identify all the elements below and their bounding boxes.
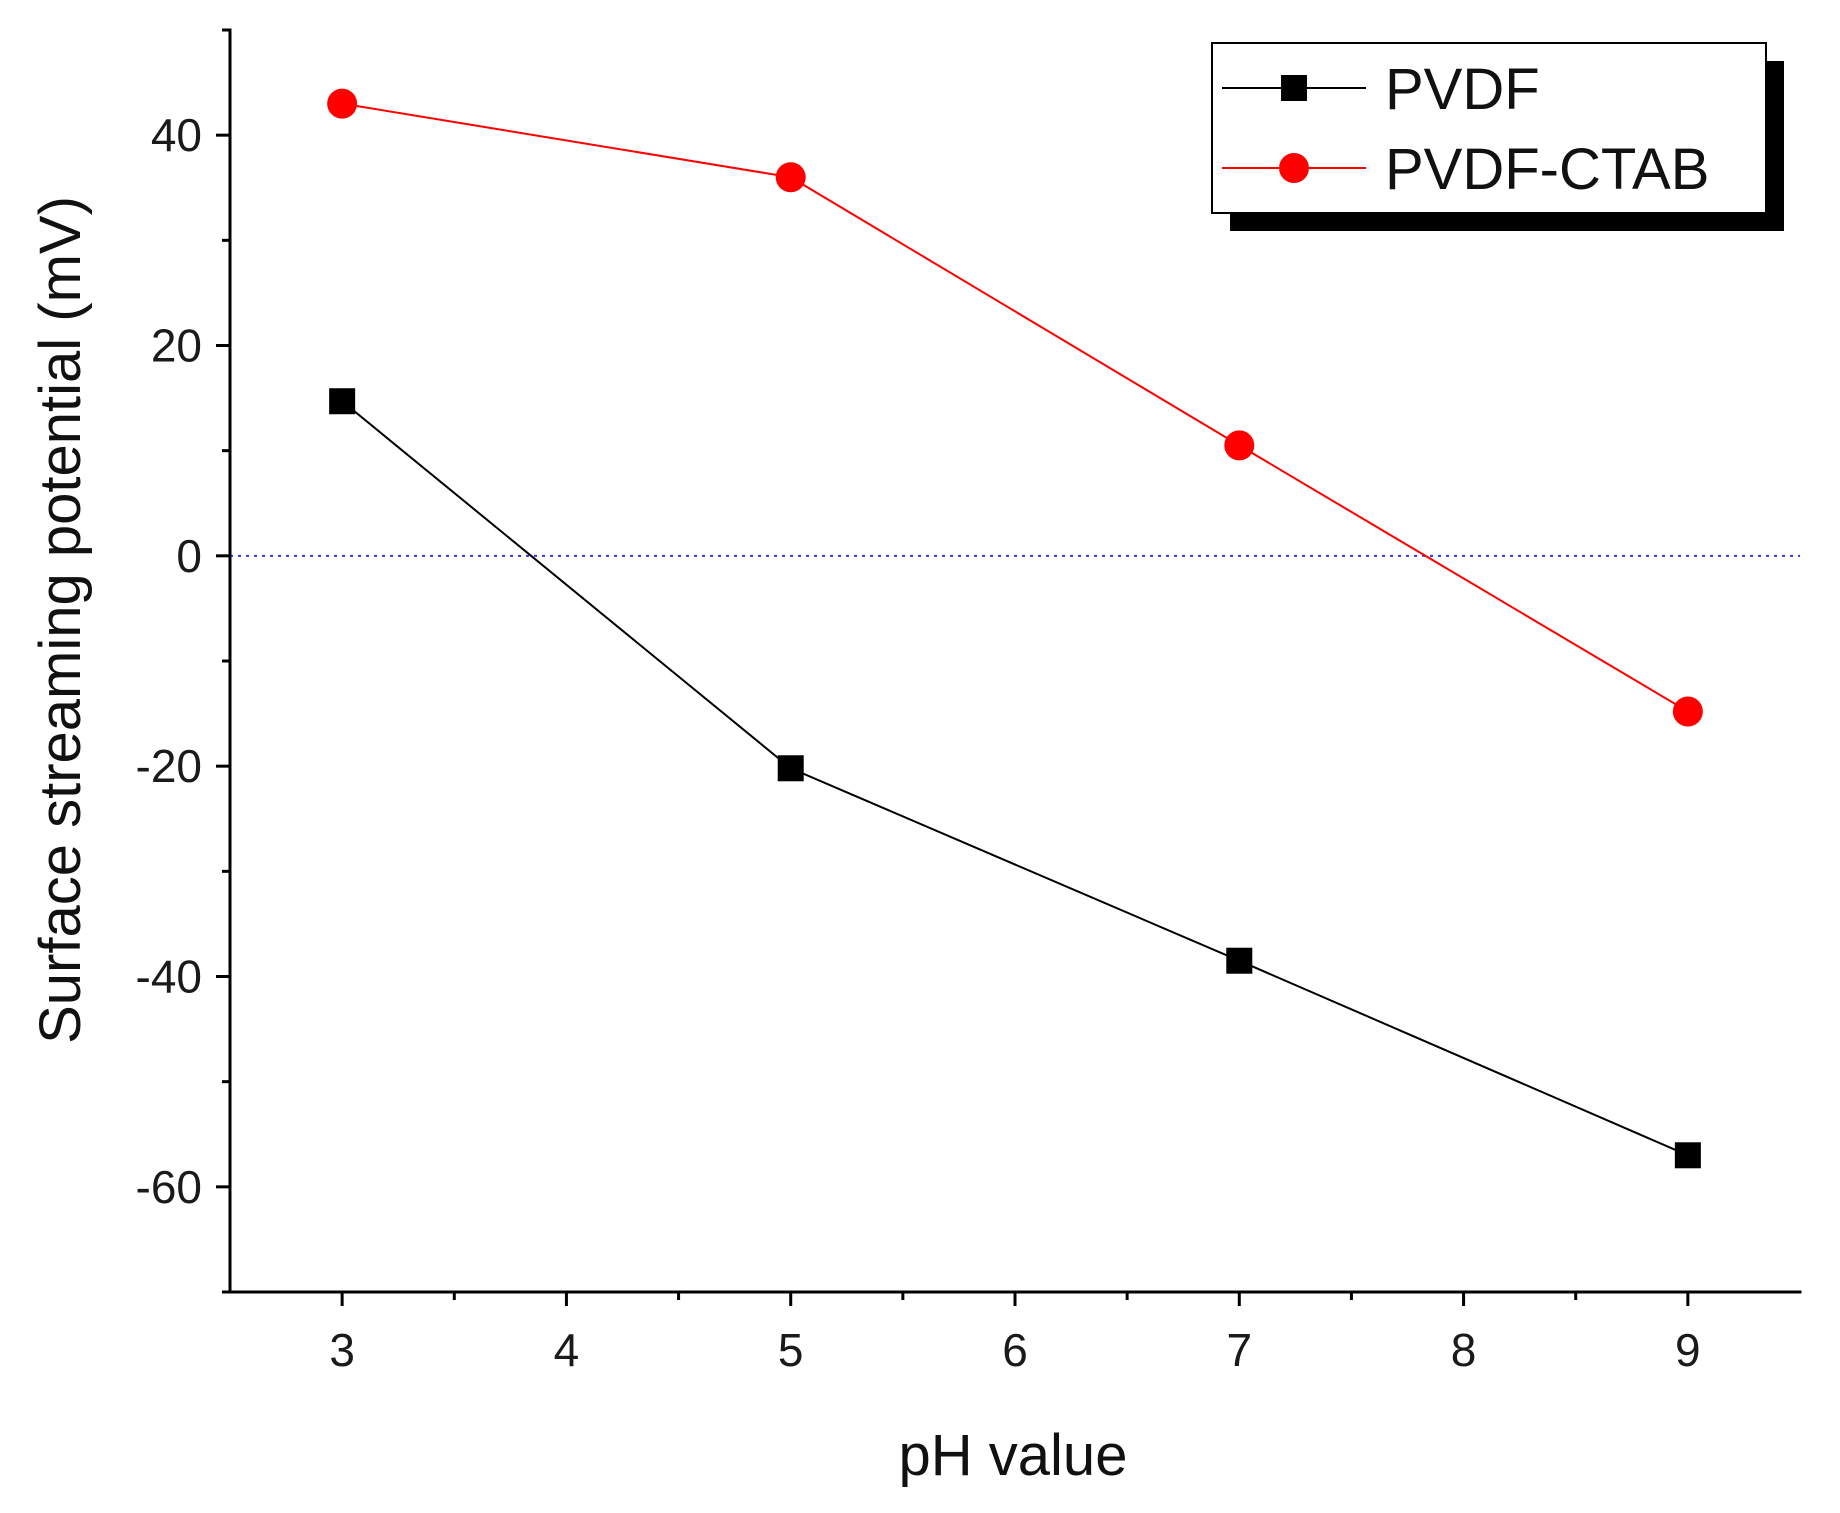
x-tick-label: 6 xyxy=(1002,1324,1028,1376)
point-pvdf-ctab xyxy=(327,88,358,119)
y-tick-label: 20 xyxy=(151,320,202,372)
point-pvdf xyxy=(777,755,804,782)
point-pvdf xyxy=(329,388,356,415)
point-pvdf-ctab xyxy=(1672,696,1703,727)
y-tick-label: -40 xyxy=(136,951,202,1003)
legend-box xyxy=(1211,42,1767,214)
legend-label-pvdf: PVDF xyxy=(1385,57,1540,122)
x-tick-label: 3 xyxy=(329,1324,355,1376)
legend: PVDF PVDF-CTAB xyxy=(1211,42,1784,231)
point-pvdf xyxy=(1674,1142,1701,1169)
y-tick-label: -20 xyxy=(136,740,202,792)
x-axis-title: pH value xyxy=(899,1423,1128,1488)
x-tick-label: 9 xyxy=(1675,1324,1701,1376)
point-pvdf-ctab xyxy=(775,162,806,193)
y-tick-label: 0 xyxy=(176,530,202,582)
point-pvdf xyxy=(1226,947,1253,974)
x-tick-label: 5 xyxy=(778,1324,804,1376)
series-line-pvdf xyxy=(341,400,1689,1157)
series-line-pvdf-ctab xyxy=(341,102,1689,713)
y-tick-label: -60 xyxy=(136,1161,202,1213)
x-tick-label: 7 xyxy=(1226,1324,1252,1376)
x-tick-label: 4 xyxy=(554,1324,580,1376)
legend-marker-pvdf xyxy=(1281,75,1307,101)
legend-label-pvdf-ctab: PVDF-CTAB xyxy=(1385,137,1709,202)
legend-marker-pvdf-ctab xyxy=(1279,153,1309,183)
y-tick-label: 40 xyxy=(151,109,202,161)
x-tick-label: 8 xyxy=(1451,1324,1477,1376)
point-pvdf-ctab xyxy=(1224,430,1255,461)
y-axis-title: Surface streaming potential (mV) xyxy=(28,196,93,1044)
